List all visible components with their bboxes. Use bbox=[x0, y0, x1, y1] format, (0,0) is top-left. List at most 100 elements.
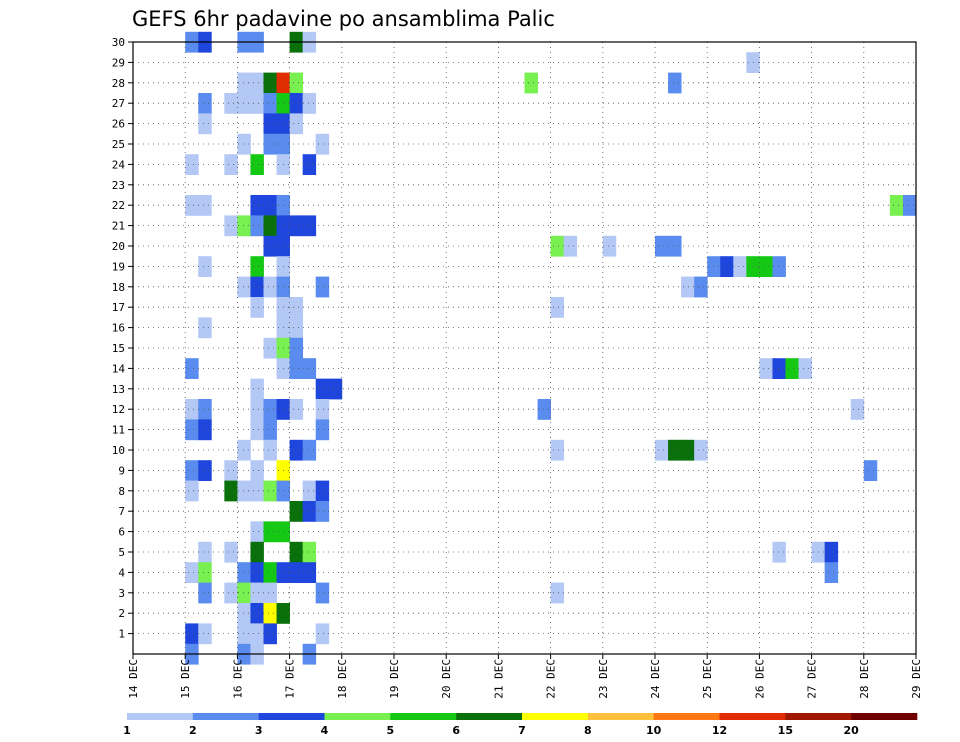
precip-cell bbox=[250, 541, 264, 563]
colorbar-swatch bbox=[324, 713, 391, 720]
y-tick-label: 17 bbox=[112, 301, 125, 314]
precip-cell bbox=[250, 623, 264, 645]
precip-cell bbox=[785, 358, 799, 379]
precip-cell bbox=[224, 93, 238, 114]
precip-cell bbox=[315, 378, 330, 400]
precip-cell bbox=[302, 501, 317, 522]
precip-cell bbox=[289, 501, 304, 522]
y-tick-label: 27 bbox=[112, 97, 125, 110]
precip-cell bbox=[655, 439, 669, 461]
precip-cell bbox=[694, 276, 708, 298]
y-tick-label: 26 bbox=[112, 118, 125, 131]
x-tick-label: 15 DEC bbox=[179, 659, 192, 699]
precip-cell bbox=[250, 195, 264, 216]
precip-cell bbox=[224, 480, 238, 502]
precip-cell bbox=[798, 358, 812, 379]
precip-cell bbox=[250, 72, 264, 94]
precip-cell bbox=[759, 256, 773, 277]
colorbar-label: 4 bbox=[321, 724, 329, 737]
precip-cell bbox=[315, 501, 330, 522]
x-tick-label: 18 DEC bbox=[336, 659, 349, 699]
precip-cell bbox=[185, 480, 199, 502]
precip-cell bbox=[289, 562, 304, 583]
precip-cell bbox=[328, 378, 343, 400]
precip-cell bbox=[198, 93, 212, 114]
precip-cell bbox=[198, 541, 212, 563]
precip-cell bbox=[315, 623, 330, 645]
precip-cell bbox=[694, 439, 708, 461]
precip-cell bbox=[289, 541, 304, 563]
y-tick-label: 19 bbox=[112, 260, 125, 273]
precip-cell bbox=[302, 154, 317, 175]
colorbar-swatch bbox=[258, 713, 325, 720]
x-tick-label: 17 DEC bbox=[284, 659, 297, 699]
precip-cell bbox=[772, 256, 786, 277]
precip-cell bbox=[315, 133, 330, 155]
colorbar-label: 2 bbox=[189, 724, 197, 737]
precip-cell bbox=[315, 419, 330, 441]
colorbar-swatch bbox=[587, 713, 654, 720]
x-tick-label: 25 DEC bbox=[701, 659, 714, 699]
x-tick-label: 27 DEC bbox=[806, 659, 819, 699]
precip-cell bbox=[185, 460, 199, 481]
precip-cell bbox=[302, 480, 317, 502]
precip-cell bbox=[681, 439, 695, 461]
precip-cell bbox=[250, 276, 264, 298]
colorbar-swatch bbox=[653, 713, 720, 720]
precip-cell bbox=[198, 113, 212, 135]
y-tick-label: 22 bbox=[112, 199, 125, 212]
precip-cell bbox=[668, 439, 682, 461]
precip-cell bbox=[550, 439, 565, 461]
x-tick-label: 26 DEC bbox=[753, 659, 766, 699]
precip-cell bbox=[263, 439, 277, 461]
precip-cell bbox=[668, 235, 682, 257]
precip-cell bbox=[263, 521, 277, 543]
precip-cell bbox=[315, 399, 330, 420]
y-tick-label: 3 bbox=[118, 587, 125, 600]
colorbar-legend: 1 2 3 4 5 6 7 8 10 12 15 20 bbox=[123, 713, 918, 737]
precip-cell bbox=[198, 562, 212, 583]
precip-cell bbox=[224, 215, 238, 237]
precip-cell bbox=[250, 256, 264, 277]
precip-cell bbox=[250, 215, 264, 237]
precip-cell bbox=[198, 195, 212, 216]
precip-cell bbox=[185, 419, 199, 441]
precip-cell bbox=[250, 378, 264, 400]
colorbar-label: 10 bbox=[646, 724, 662, 737]
y-tick-label: 20 bbox=[112, 240, 125, 253]
precip-cell bbox=[302, 93, 317, 114]
precip-cell bbox=[289, 399, 304, 420]
precip-cell bbox=[263, 195, 277, 216]
y-tick-label: 21 bbox=[112, 220, 125, 233]
precip-cell bbox=[563, 235, 578, 257]
precip-cell bbox=[602, 235, 617, 257]
colorbar-label: 1 bbox=[123, 724, 131, 737]
precip-cell bbox=[250, 93, 264, 114]
y-tick-label: 15 bbox=[112, 342, 125, 355]
precip-cell bbox=[263, 582, 277, 604]
precip-cell bbox=[198, 419, 212, 441]
y-tick-label: 25 bbox=[112, 138, 125, 151]
y-tick-label: 5 bbox=[118, 546, 125, 559]
x-tick-label: 20 DEC bbox=[440, 659, 453, 699]
colorbar-label: 3 bbox=[255, 724, 263, 737]
y-tick-label: 7 bbox=[118, 505, 125, 518]
precip-cell bbox=[772, 541, 786, 563]
precip-cell bbox=[185, 195, 199, 216]
precip-cell bbox=[250, 582, 264, 604]
precip-cell bbox=[237, 133, 251, 155]
x-tick-label: 24 DEC bbox=[649, 659, 662, 699]
y-tick-label: 6 bbox=[118, 526, 125, 539]
precip-cell bbox=[315, 582, 330, 604]
precip-cell bbox=[198, 317, 212, 339]
y-tick-label: 23 bbox=[112, 179, 125, 192]
precip-cell bbox=[185, 623, 199, 645]
precip-cell bbox=[263, 480, 277, 502]
colorbar-label: 7 bbox=[518, 724, 526, 737]
colorbar-swatch bbox=[456, 713, 523, 720]
precip-cell bbox=[289, 337, 304, 359]
y-tick-label: 30 bbox=[112, 36, 125, 49]
chart-title: GEFS 6hr padavine po ansamblima Palic bbox=[132, 7, 555, 31]
precip-cell bbox=[263, 399, 277, 420]
